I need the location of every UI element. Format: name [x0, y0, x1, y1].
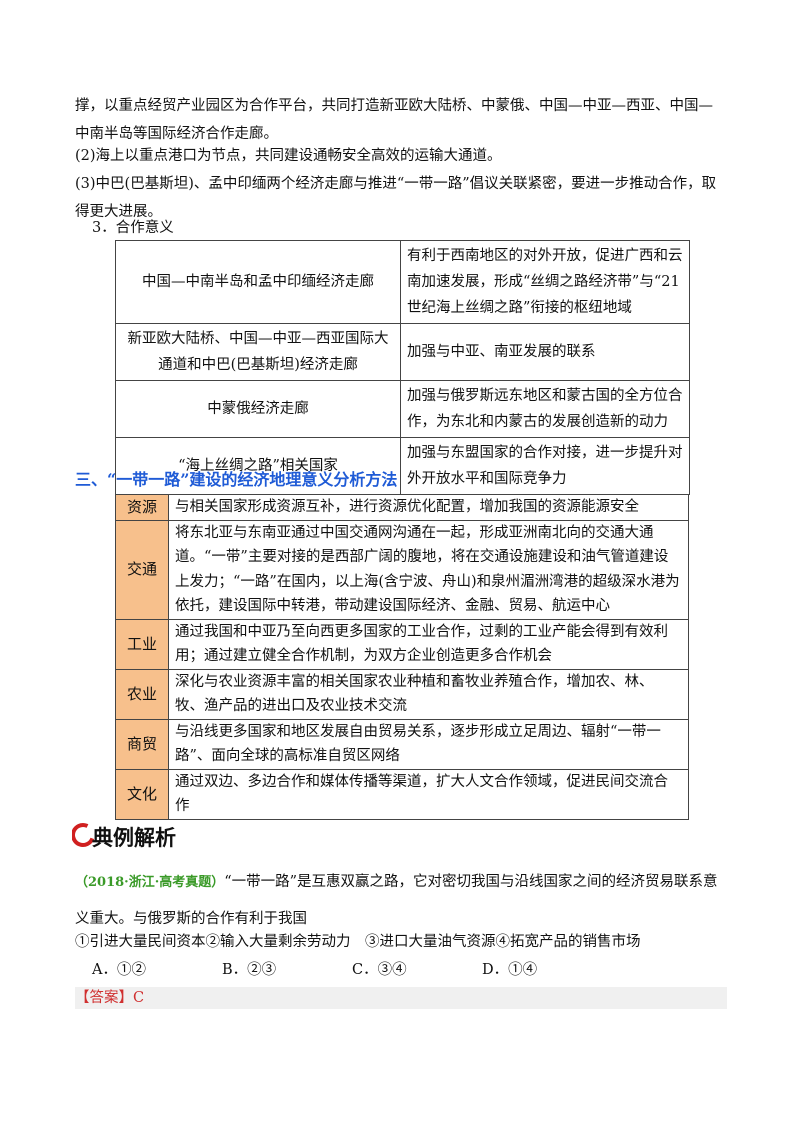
table-cell: 有利于西南地区的对外开放，促进广西和云南加速发展，形成“丝绸之路经济带”与“21…: [400, 240, 690, 324]
statements: ①引进大量民间资本②输入大量剩余劳动力 ③进口大量油气资源④拓宽产品的销售市场: [75, 934, 641, 950]
table-cell: 工业: [115, 618, 169, 670]
table-cell: 通过双边、多边合作和媒体传播等渠道，扩大人文合作领域，促进民间交流合作: [168, 768, 689, 820]
table-cell: 加强与中亚、南亚发展的联系: [400, 323, 690, 381]
source: （2018·浙江·高考真题）: [75, 875, 225, 890]
table-row: 中蒙俄经济走廊 加强与俄罗斯远东地区和蒙古国的全方位合作，为东北和内蒙古的发展创造…: [115, 380, 690, 438]
table-row: 文化 通过双边、多边合作和媒体传播等渠道，扩大人文合作领域，促进民间交流合作: [115, 768, 689, 820]
table-cell: 深化与农业资源丰富的相关国家农业种植和畜牧业养殖合作，增加农、林、牧、渔产品的进…: [168, 668, 689, 720]
table-cell: “海上丝绸之路”相关国家: [115, 437, 401, 495]
table-cell: 新亚欧大陆桥、中国—中亚—西亚国际大通道和中巴(巴基斯坦)经济走廊: [115, 323, 401, 381]
subheading: 3．合作意义: [92, 220, 174, 236]
table-cell: 与相关国家形成资源互补，进行资源优化配置，增加我国的资源能源安全: [168, 494, 689, 521]
table-cell: 资源: [115, 494, 169, 521]
table-cell: 文化: [115, 768, 169, 820]
question: （2018·浙江·高考真题）“一带一路”是互惠双赢之路，它对密切我国与沿线国家之…: [75, 864, 727, 937]
option: A．①②: [92, 962, 146, 978]
paragraph: (3)中巴(巴基斯坦)、孟中印缅两个经济走廊与推进“一带一路”倡议关联紧密，要进…: [75, 176, 717, 220]
table-cell: 中国—中南半岛和孟中印缅经济走廊: [115, 240, 401, 324]
example-heading: 典例解析: [92, 825, 176, 850]
table-cell: 加强与东盟国家的合作对接，进一步提升对外开放水平和国际竞争力: [400, 437, 690, 495]
paragraph: 撑，以重点经贸产业园区为合作平台，共同打造新亚欧大陆桥、中蒙俄、中国—中亚—西亚…: [75, 98, 713, 142]
icon: [72, 823, 94, 847]
option: D．①④: [482, 962, 538, 978]
options: A．①② B．②③ C．③④ D．①④: [92, 958, 612, 979]
table: 中国—中南半岛和孟中印缅经济走廊 有利于西南地区的对外开放，促进广西和云南加速发展…: [115, 240, 690, 495]
stem: “一带一路”是互惠双赢之路，它对密切我国与沿线国家之间的经济贸易联系意义重大。与…: [75, 874, 718, 927]
table-cell: 交通: [115, 519, 169, 620]
table-row: “海上丝绸之路”相关国家 加强与东盟国家的合作对接，进一步提升对外开放水平和国际竞…: [115, 437, 690, 495]
table-row: 中国—中南半岛和孟中印缅经济走廊 有利于西南地区的对外开放，促进广西和云南加速发展…: [115, 240, 690, 324]
table-cell: 中蒙俄经济走廊: [115, 380, 401, 438]
answer-value: C: [133, 990, 145, 1006]
table-row: 资源 与相关国家形成资源互补，进行资源优化配置，增加我国的资源能源安全: [115, 494, 689, 521]
section-heading: 三、“一带一路”建设的经济地理意义分析方法: [75, 470, 398, 489]
table-cell: 农业: [115, 668, 169, 720]
option: B．②③: [222, 962, 277, 978]
option: C．③④: [352, 962, 407, 978]
table-cell: 与沿线更多国家和地区发展自由贸易关系，逐步形成立足周边、辐射“一带一路”、面向全…: [168, 718, 689, 770]
paragraph: (2)海上以重点港口为节点，共同建设通畅安全高效的运输大通道。: [75, 148, 502, 164]
answer: 【答案】C: [75, 987, 727, 1009]
table: 资源 与相关国家形成资源互补，进行资源优化配置，增加我国的资源能源安全 交通 将东北亚…: [115, 494, 689, 820]
table-cell: 将东北亚与东南亚通过中国交通网沟通在一起，形成亚洲南北向的交通大通道。“一带”主…: [168, 519, 689, 620]
table-row: 交通 将东北亚与东南亚通过中国交通网沟通在一起，形成亚洲南北向的交通大通道。“一带…: [115, 519, 689, 620]
table-body: 中国—中南半岛和孟中印缅经济走廊 有利于西南地区的对外开放，促进广西和云南加速发展…: [115, 240, 690, 495]
table-row: 工业 通过我国和中亚乃至向西更多国家的工业合作，过剩的工业产能会得到有效利用；通过…: [115, 618, 689, 670]
table-body: 资源 与相关国家形成资源互补，进行资源优化配置，增加我国的资源能源安全 交通 将东北亚…: [115, 494, 689, 820]
table-cell: 商贸: [115, 718, 169, 770]
answer-label: 【答案】: [75, 990, 133, 1006]
table-row: 商贸 与沿线更多国家和地区发展自由贸易关系，逐步形成立足周边、辐射“一带一路”、面…: [115, 718, 689, 770]
table-cell: 加强与俄罗斯远东地区和蒙古国的全方位合作，为东北和内蒙古的发展创造新的动力: [400, 380, 690, 438]
table-cell: 通过我国和中亚乃至向西更多国家的工业合作，过剩的工业产能会得到有效利用；通过建立…: [168, 618, 689, 670]
table-row: 农业 深化与农业资源丰富的相关国家农业种植和畜牧业养殖合作，增加农、林、牧、渔产品…: [115, 668, 689, 720]
table-row: 新亚欧大陆桥、中国—中亚—西亚国际大通道和中巴(巴基斯坦)经济走廊 加强与中亚、南…: [115, 323, 690, 381]
